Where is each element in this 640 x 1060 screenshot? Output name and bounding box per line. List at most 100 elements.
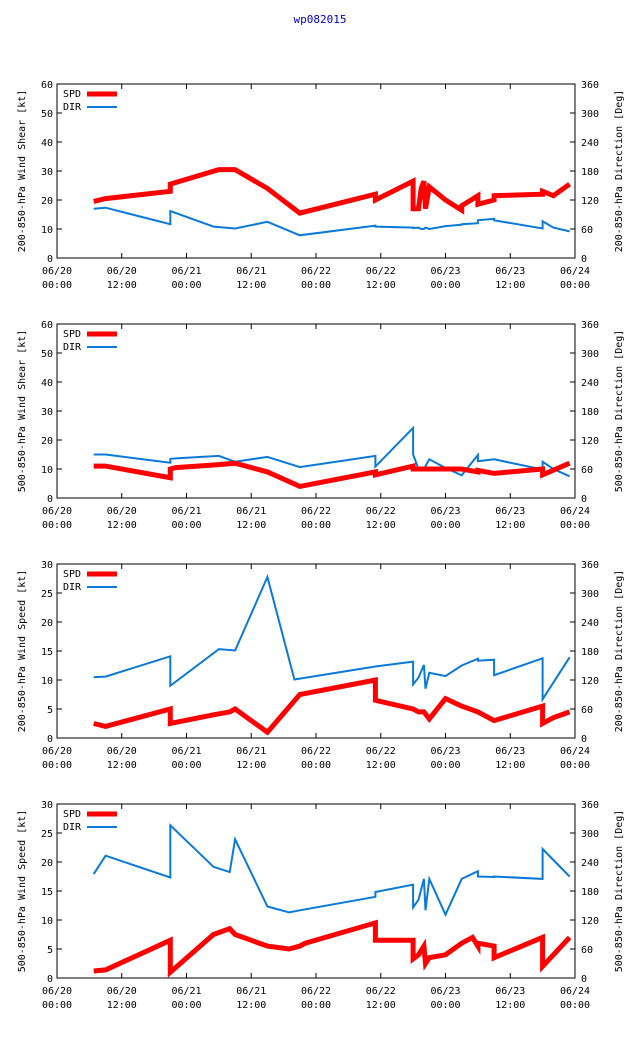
left-axis-label: 500-850-hPa Wind Shear [kt] [17, 330, 28, 493]
dir-series-line [93, 573, 571, 703]
left-y-tick-label: 60 [41, 80, 53, 91]
x-tick-label-time: 00:00 [430, 1000, 460, 1011]
dir-series-line [92, 822, 571, 918]
left-y-tick-label: 5 [47, 945, 53, 956]
x-tick-label-date: 06/22 [301, 986, 331, 997]
x-tick-label-date: 06/20 [42, 266, 72, 277]
x-tick-label-time: 12:00 [236, 520, 266, 531]
x-tick-label-time: 00:00 [42, 280, 72, 291]
right-y-tick-label: 360 [581, 320, 599, 331]
x-tick-label-time: 12:00 [366, 1000, 396, 1011]
x-tick-label-date: 06/22 [366, 746, 396, 757]
x-tick-label-date: 06/24 [560, 266, 590, 277]
legend-label-dir: DIR [63, 822, 82, 833]
x-tick-label-time: 12:00 [236, 280, 266, 291]
x-tick-label-date: 06/23 [495, 746, 525, 757]
x-tick-label-time: 12:00 [107, 280, 137, 291]
x-tick-label-date: 06/23 [495, 986, 525, 997]
spd-series-line [93, 676, 571, 736]
chart-panel-3: 05101520253006012018024030036006/2000:00… [17, 560, 625, 771]
x-tick-label-date: 06/23 [430, 746, 460, 757]
spd-series-line [93, 460, 571, 490]
right-y-tick-label: 60 [581, 225, 593, 236]
plot-frame [56, 563, 576, 739]
x-tick-label-date: 06/20 [107, 506, 137, 517]
right-y-tick-label: 300 [581, 829, 599, 840]
right-y-tick-label: 240 [581, 378, 599, 389]
x-tick-label-time: 12:00 [495, 760, 525, 771]
legend-label-spd: SPD [63, 89, 81, 100]
left-y-tick-label: 40 [41, 138, 53, 149]
x-tick-label-date: 06/24 [560, 746, 590, 757]
x-tick-label-time: 12:00 [495, 1000, 525, 1011]
x-tick-label-date: 06/21 [236, 746, 266, 757]
x-tick-label-time: 12:00 [495, 280, 525, 291]
x-tick-label-date: 06/20 [107, 986, 137, 997]
left-y-tick-label: 0 [47, 494, 53, 505]
x-tick-label-date: 06/24 [560, 986, 590, 997]
right-y-tick-label: 0 [581, 974, 587, 985]
x-tick-label-time: 00:00 [560, 280, 590, 291]
left-y-tick-label: 0 [47, 254, 53, 265]
left-y-tick-label: 30 [41, 167, 53, 178]
x-tick-label-time: 00:00 [430, 520, 460, 531]
x-tick-label-date: 06/20 [42, 506, 72, 517]
left-y-tick-label: 10 [41, 225, 53, 236]
x-tick-label-time: 00:00 [301, 520, 331, 531]
legend-label-dir: DIR [63, 582, 82, 593]
legend-label-dir: DIR [63, 342, 82, 353]
page-title: wp082015 [293, 13, 347, 26]
chart-panel-2: 0 10 20 30 40 50 60 0 60 120 180 240 300 360 06/20 00:0… [17, 320, 625, 531]
left-y-tick-label: 50 [41, 109, 53, 120]
right-y-tick-label: 240 [581, 618, 599, 629]
left-y-tick-label: 10 [41, 465, 53, 476]
x-tick-label-time: 12:00 [495, 520, 525, 531]
left-y-tick-label: 30 [41, 560, 53, 571]
right-y-tick-label: 120 [581, 916, 599, 927]
x-tick-label-date: 06/22 [301, 746, 331, 757]
x-tick-label-time: 12:00 [107, 760, 137, 771]
right-y-tick-label: 180 [581, 167, 599, 178]
plot-frame [56, 83, 576, 259]
right-y-tick-label: 0 [581, 254, 587, 265]
x-tick-label-date: 06/23 [495, 506, 525, 517]
left-y-tick-label: 0 [47, 734, 53, 745]
x-tick-label-time: 12:00 [236, 760, 266, 771]
x-tick-label-time: 00:00 [171, 760, 201, 771]
x-tick-label-time: 00:00 [430, 280, 460, 291]
right-y-tick-label: 120 [581, 196, 599, 207]
x-tick-label-time: 00:00 [171, 1000, 201, 1011]
left-y-tick-label: 20 [41, 196, 53, 207]
spd-series-line [93, 919, 572, 978]
x-tick-label-time: 00:00 [560, 760, 590, 771]
right-y-tick-label: 180 [581, 887, 599, 898]
left-y-tick-label: 15 [41, 887, 53, 898]
right-y-tick-label: 180 [581, 407, 599, 418]
left-y-tick-label: 10 [41, 916, 53, 927]
x-tick-label-time: 00:00 [42, 1000, 72, 1011]
legend-label-dir: DIR [63, 102, 82, 113]
x-tick-label-date: 06/23 [495, 266, 525, 277]
x-tick-label-date: 06/21 [236, 266, 266, 277]
left-y-tick-label: 25 [41, 829, 53, 840]
x-tick-label-time: 00:00 [301, 1000, 331, 1011]
x-tick-label-time: 00:00 [42, 520, 72, 531]
x-tick-label-date: 06/23 [430, 506, 460, 517]
right-y-tick-label: 300 [581, 589, 599, 600]
left-y-tick-label: 20 [41, 618, 53, 629]
x-tick-label-date: 06/21 [171, 266, 201, 277]
left-axis-label: 200-850-hPa Wind Speed [kt] [17, 570, 28, 733]
x-tick-label-time: 12:00 [366, 280, 396, 291]
x-tick-label-date: 06/20 [107, 746, 137, 757]
x-tick-label-time: 12:00 [366, 760, 396, 771]
chart-panel-4: 05101520253006012018024030036006/2000:00… [17, 800, 625, 1011]
chart-panel-1: 0 10 20 30 40 50 60 0 60 120 180 240 300 360 06/20 00:0… [17, 80, 625, 291]
x-tick-label-date: 06/22 [301, 506, 331, 517]
right-y-tick-label: 120 [581, 676, 599, 687]
right-y-tick-label: 180 [581, 647, 599, 658]
x-tick-label-time: 12:00 [366, 520, 396, 531]
x-tick-label-date: 06/23 [430, 986, 460, 997]
left-y-tick-label: 25 [41, 589, 53, 600]
x-tick-label-time: 00:00 [560, 520, 590, 531]
